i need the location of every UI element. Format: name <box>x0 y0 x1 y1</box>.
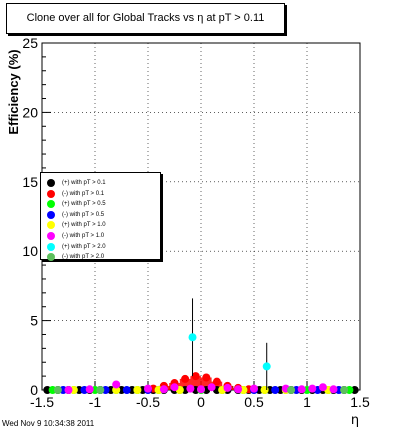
x-tick-label: 0.5 <box>244 394 264 410</box>
legend-marker <box>47 232 55 240</box>
data-point-series-6 <box>188 333 197 342</box>
legend-entry: (-) with pT > 1.0 <box>47 231 104 241</box>
legend-marker <box>47 179 55 187</box>
y-tick-label: 25 <box>22 35 38 51</box>
legend: (+) with pT > 0.1 (-) with pT > 0.1 (+) wi… <box>40 172 161 262</box>
legend-entry: (+) with pT > 0.1 <box>47 178 106 188</box>
legend-label: (+) with pT > 0.5 <box>62 201 106 208</box>
data-point-series-5 <box>318 383 327 392</box>
x-tick-label: 1 <box>303 394 311 410</box>
data-point-series-1 <box>212 377 221 386</box>
y-tick-label: 15 <box>22 174 38 190</box>
legend-entry: (+) with pT > 1.0 <box>47 220 106 230</box>
data-point-series-4 <box>260 386 269 394</box>
data-point-series-5 <box>207 383 216 392</box>
x-tick-label: 0 <box>197 394 205 410</box>
data-point-series-3 <box>271 386 280 394</box>
legend-label: (-) with pT > 1.0 <box>62 233 105 239</box>
legend-label: (-) with pT > 0.1 <box>62 190 105 197</box>
data-point-series-1 <box>191 372 200 381</box>
tick-labels: -1.5 -1 -0.5 0 0.5 1 1.5 0 5 10 15 20 25 <box>22 35 370 410</box>
legend-entry: (-) with pT > 0.5 <box>47 210 104 220</box>
data-point-series-5 <box>250 384 258 393</box>
data-point-series-5 <box>112 380 121 389</box>
data-point-series-5 <box>186 384 195 393</box>
data-point-series-7 <box>340 386 349 394</box>
legend-entry: (+) with pT > 2.0 <box>47 242 106 252</box>
y-tick-label: 0 <box>30 382 38 398</box>
legend-entry: (+) with pT > 0.5 <box>47 199 106 209</box>
data-point-series-4 <box>133 386 142 394</box>
data-point-series-5 <box>64 386 73 394</box>
y-tick-label: 10 <box>22 243 38 259</box>
legend-marker <box>47 221 55 230</box>
x-tick-label: -1.5 <box>30 394 54 410</box>
data-point-series-5 <box>297 385 306 394</box>
data-point-series-5 <box>329 385 338 394</box>
data-point-series-7 <box>287 386 296 394</box>
data-point-series-5 <box>234 385 243 394</box>
data-point-series-7 <box>53 386 62 394</box>
data-point-series-1 <box>202 373 211 382</box>
x-tick-label: -1 <box>89 394 102 410</box>
legend-label: (+) with pT > 0.1 <box>62 180 106 186</box>
legend-marker <box>47 200 55 209</box>
x-tick-label: -0.5 <box>136 394 160 410</box>
data-point-series-4 <box>112 386 121 394</box>
legend-marker <box>47 210 55 219</box>
data-point-series-3 <box>122 386 131 394</box>
data-marks <box>43 298 359 394</box>
y-tick-label: 5 <box>30 313 38 329</box>
data-point-series-5 <box>223 383 232 392</box>
data-point-series-5 <box>197 385 205 394</box>
data-point-series-7 <box>96 386 105 394</box>
x-axis-label: η <box>351 413 359 428</box>
data-point-series-5 <box>144 384 152 393</box>
y-tick-label: 20 <box>22 104 38 120</box>
data-point-series-6 <box>262 362 271 371</box>
legend-marker <box>47 189 55 198</box>
legend-marker <box>47 253 55 262</box>
data-point-series-5 <box>159 385 168 394</box>
y-axis-label: Efficiency (%) <box>6 49 21 134</box>
legend-entry: (-) with pT > 2.0 <box>47 252 104 262</box>
legend-entry: (-) with pT > 0.1 <box>47 189 104 199</box>
data-point-series-5 <box>170 383 179 392</box>
legend-label: (-) with pT > 2.0 <box>62 254 105 261</box>
data-point-series-5 <box>308 384 317 393</box>
legend-label: (+) with pT > 2.0 <box>62 243 106 250</box>
legend-label: (-) with pT > 0.5 <box>62 211 105 218</box>
legend-marker <box>47 242 55 251</box>
chart-title: Clone over all for Global Tracks vs η at… <box>6 3 285 34</box>
x-tick-label: 1.5 <box>350 394 370 410</box>
legend-label: (+) with pT > 1.0 <box>62 222 106 229</box>
timestamp: Wed Nov 9 10:34:38 2011 <box>2 419 95 428</box>
data-point-series-5 <box>85 385 94 394</box>
data-point-series-1 <box>181 374 190 383</box>
